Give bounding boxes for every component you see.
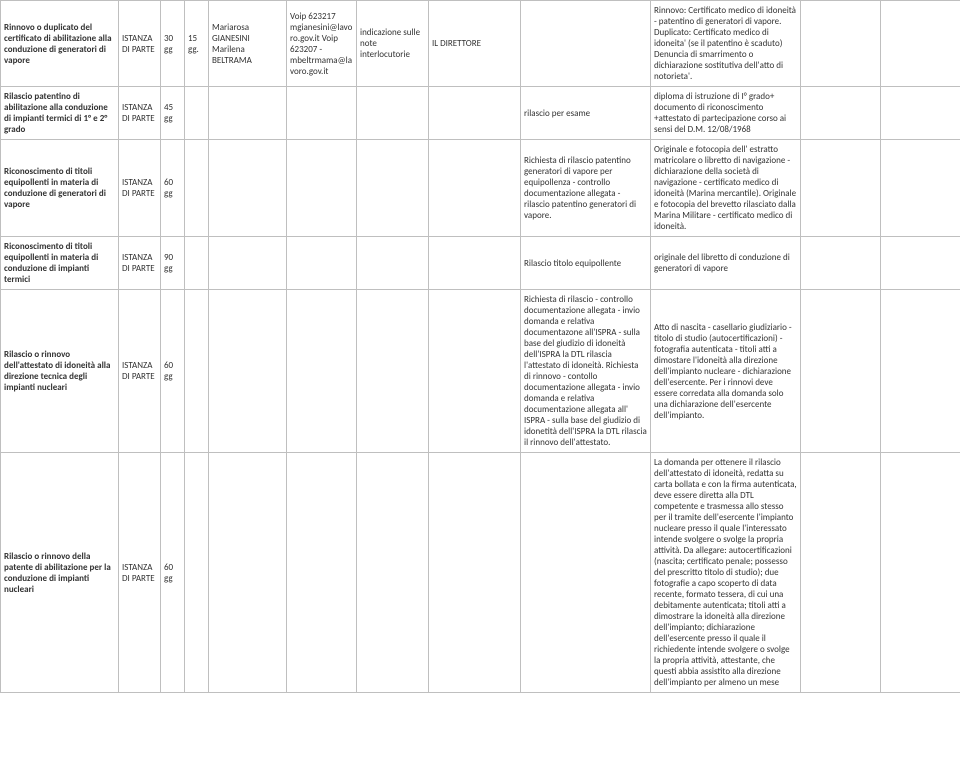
cell-process: Richiesta di rilascio patentino generato… — [521, 140, 651, 237]
cell-required-docs: Atto di nascita - casellario giudiziario… — [651, 290, 801, 453]
cell-type: ISTANZA DI PARTE — [119, 87, 161, 140]
cell-director — [429, 237, 521, 290]
cell-extra-2 — [881, 453, 960, 693]
cell-responsible — [209, 140, 287, 237]
cell-responsible — [209, 87, 287, 140]
cell-description: Riconoscimento di titoli equipollenti in… — [1, 140, 119, 237]
cell-days-1: 45 gg — [161, 87, 185, 140]
cell-director: IL DIRETTORE — [429, 1, 521, 87]
cell-extra-2 — [881, 87, 960, 140]
cell-description: Rilascio o rinnovo dell'attestato di ido… — [1, 290, 119, 453]
cell-days-2 — [185, 290, 209, 453]
cell-days-2 — [185, 237, 209, 290]
cell-contact — [287, 140, 357, 237]
cell-extra-1 — [801, 1, 881, 87]
cell-days-2 — [185, 453, 209, 693]
cell-director — [429, 453, 521, 693]
cell-description: Rinnovo o duplicato del certificato di a… — [1, 1, 119, 87]
cell-type: ISTANZA DI PARTE — [119, 290, 161, 453]
table-row: Rilascio o rinnovo dell'attestato di ido… — [1, 290, 960, 453]
cell-days-1: 90 gg — [161, 237, 185, 290]
cell-required-docs: Originale e fotocopia dell' estratto mat… — [651, 140, 801, 237]
table-row: Riconoscimento di titoli equipollenti in… — [1, 140, 960, 237]
cell-notes — [357, 290, 429, 453]
cell-days-1: 60 gg — [161, 453, 185, 693]
cell-contact — [287, 453, 357, 693]
cell-days-2 — [185, 87, 209, 140]
table-body: Rinnovo o duplicato del certificato di a… — [1, 1, 960, 693]
cell-notes — [357, 87, 429, 140]
cell-process — [521, 453, 651, 693]
cell-days-1: 30 gg — [161, 1, 185, 87]
cell-notes — [357, 237, 429, 290]
cell-type: ISTANZA DI PARTE — [119, 1, 161, 87]
cell-extra-1 — [801, 87, 881, 140]
cell-description: Rilascio patentino di abilitazione alla … — [1, 87, 119, 140]
cell-responsible — [209, 290, 287, 453]
cell-extra-1 — [801, 140, 881, 237]
cell-required-docs: Rinnovo: Certificato medico di idoneità … — [651, 1, 801, 87]
cell-responsible: Mariarosa GIANESINI Marilena BELTRAMA — [209, 1, 287, 87]
cell-process: Richiesta di rilascio - controllo docume… — [521, 290, 651, 453]
cell-required-docs: originale del libretto di conduzione di … — [651, 237, 801, 290]
cell-extra-1 — [801, 290, 881, 453]
cell-notes — [357, 453, 429, 693]
cell-process — [521, 1, 651, 87]
cell-description: Rilascio o rinnovo della patente di abil… — [1, 453, 119, 693]
table-row: Rilascio o rinnovo della patente di abil… — [1, 453, 960, 693]
cell-contact — [287, 87, 357, 140]
cell-director — [429, 140, 521, 237]
cell-extra-2 — [881, 237, 960, 290]
cell-type: ISTANZA DI PARTE — [119, 453, 161, 693]
cell-days-2: 15 gg. — [185, 1, 209, 87]
table-row: Riconoscimento di titoli equipollenti in… — [1, 237, 960, 290]
cell-extra-2 — [881, 1, 960, 87]
table-row: Rilascio patentino di abilitazione alla … — [1, 87, 960, 140]
cell-responsible — [209, 453, 287, 693]
cell-extra-1 — [801, 453, 881, 693]
cell-days-2 — [185, 140, 209, 237]
cell-director — [429, 290, 521, 453]
cell-contact — [287, 290, 357, 453]
cell-days-1: 60 gg — [161, 140, 185, 237]
cell-extra-1 — [801, 237, 881, 290]
cell-responsible — [209, 237, 287, 290]
cell-type: ISTANZA DI PARTE — [119, 140, 161, 237]
cell-notes — [357, 140, 429, 237]
table-row: Rinnovo o duplicato del certificato di a… — [1, 1, 960, 87]
cell-extra-2 — [881, 290, 960, 453]
cell-process: Rilascio titolo equipollente — [521, 237, 651, 290]
cell-director — [429, 87, 521, 140]
cell-process: rilascio per esame — [521, 87, 651, 140]
cell-required-docs: La domanda per ottenere il rilascio dell… — [651, 453, 801, 693]
procedures-table: Rinnovo o duplicato del certificato di a… — [0, 0, 960, 693]
cell-notes: indicazione sulle note interlocutorie — [357, 1, 429, 87]
cell-days-1: 60 gg — [161, 290, 185, 453]
cell-extra-2 — [881, 140, 960, 237]
cell-contact — [287, 237, 357, 290]
cell-type: ISTANZA DI PARTE — [119, 237, 161, 290]
cell-required-docs: diploma di istruzione di I° grado+ docum… — [651, 87, 801, 140]
cell-description: Riconoscimento di titoli equipollenti in… — [1, 237, 119, 290]
cell-contact: Voip 623217 mgianesini@lavoro.gov.it Voi… — [287, 1, 357, 87]
